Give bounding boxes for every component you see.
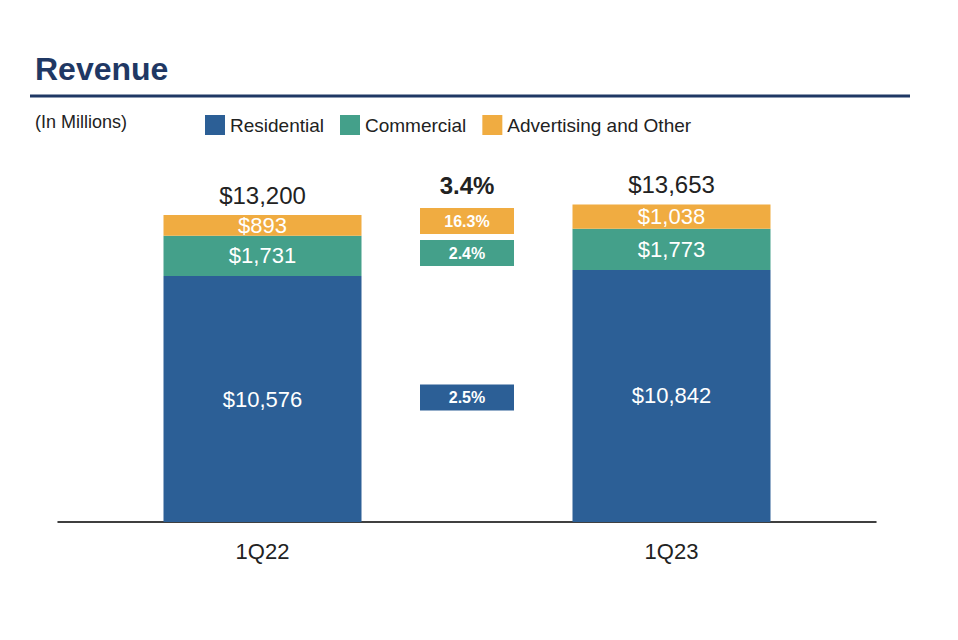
svg-text:16.3%: 16.3% — [444, 213, 489, 230]
svg-text:3.4%: 3.4% — [440, 172, 495, 199]
svg-text:1Q23: 1Q23 — [645, 539, 699, 564]
svg-text:Residential: Residential — [230, 115, 324, 136]
svg-text:$10,842: $10,842 — [632, 383, 712, 408]
svg-text:$1,773: $1,773 — [638, 237, 705, 262]
svg-text:Advertising and Other: Advertising and Other — [507, 115, 691, 136]
svg-text:2.5%: 2.5% — [449, 389, 485, 406]
svg-text:1Q22: 1Q22 — [236, 539, 290, 564]
svg-text:Revenue: Revenue — [35, 51, 168, 87]
svg-text:$893: $893 — [238, 213, 287, 238]
svg-text:$1,731: $1,731 — [229, 243, 296, 268]
svg-text:(In Millions): (In Millions) — [35, 112, 127, 132]
svg-text:$13,200: $13,200 — [219, 182, 306, 209]
svg-text:$13,653: $13,653 — [628, 171, 715, 198]
svg-text:Commercial: Commercial — [365, 115, 466, 136]
svg-text:$10,576: $10,576 — [223, 387, 303, 412]
svg-text:2.4%: 2.4% — [449, 245, 485, 262]
svg-text:$1,038: $1,038 — [638, 204, 705, 229]
